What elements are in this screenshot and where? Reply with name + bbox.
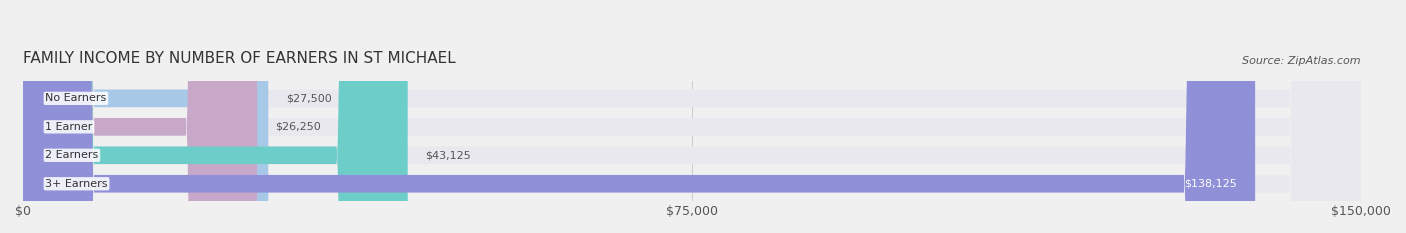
FancyBboxPatch shape bbox=[22, 0, 269, 233]
FancyBboxPatch shape bbox=[22, 0, 1256, 233]
Text: 3+ Earners: 3+ Earners bbox=[45, 179, 108, 189]
FancyBboxPatch shape bbox=[22, 0, 1361, 233]
Text: Source: ZipAtlas.com: Source: ZipAtlas.com bbox=[1243, 56, 1361, 66]
FancyBboxPatch shape bbox=[22, 0, 1361, 233]
FancyBboxPatch shape bbox=[22, 0, 408, 233]
Text: 1 Earner: 1 Earner bbox=[45, 122, 93, 132]
Text: 2 Earners: 2 Earners bbox=[45, 150, 98, 160]
Text: $43,125: $43,125 bbox=[426, 150, 471, 160]
Text: $138,125: $138,125 bbox=[1184, 179, 1237, 189]
Text: No Earners: No Earners bbox=[45, 93, 107, 103]
Text: FAMILY INCOME BY NUMBER OF EARNERS IN ST MICHAEL: FAMILY INCOME BY NUMBER OF EARNERS IN ST… bbox=[22, 51, 456, 66]
FancyBboxPatch shape bbox=[22, 0, 257, 233]
Text: $26,250: $26,250 bbox=[276, 122, 321, 132]
FancyBboxPatch shape bbox=[22, 0, 1361, 233]
FancyBboxPatch shape bbox=[22, 0, 1361, 233]
Text: $27,500: $27,500 bbox=[287, 93, 332, 103]
